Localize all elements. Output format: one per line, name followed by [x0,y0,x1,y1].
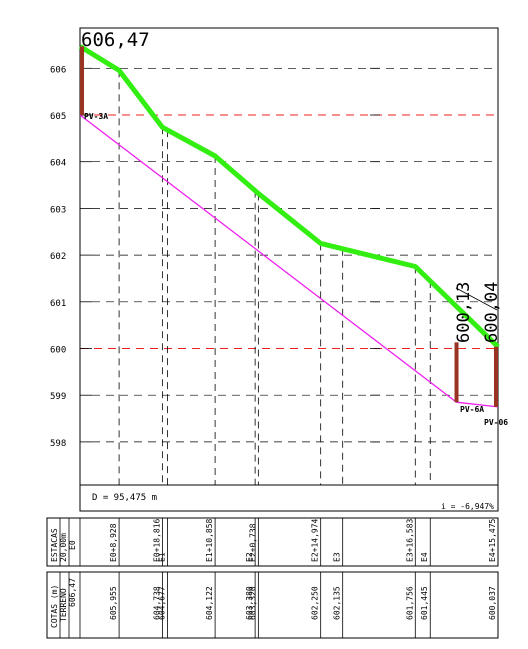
pv-end-right-label: PV-06 [484,418,508,427]
y-tick-label: 606 [50,65,66,75]
slope-label: i = -6,947% [441,502,494,511]
station-label: E1+10,858 [205,518,214,562]
start-elevation-label: 606,47 [81,29,150,51]
y-tick-label: 601 [50,299,66,309]
y-tick-label: 604 [50,159,66,169]
station-label: E1 [158,552,167,562]
end-elevation-left-label: 600,13 [454,282,474,343]
pipe-line [80,115,498,407]
y-tick-label: 603 [50,205,66,215]
elevation-label: 604,122 [205,586,214,620]
y-tick-label: 598 [50,439,66,449]
elevation-label: 603,320 [248,586,257,620]
elevation-label: 602,250 [311,586,320,620]
plot-frame [80,28,498,485]
end-elevation-right-label: 600,04 [482,282,502,343]
station-label: E4 [420,552,429,562]
y-tick-label: 599 [50,392,66,402]
pv-end-left-label: PV-6A [460,405,484,414]
header-estacas: ESTACAS [50,528,59,562]
station-label: E2+14,974 [311,518,320,562]
station-label: E4+15,475 [488,518,497,562]
header-cotas: COTAS (m) [50,585,59,628]
distance-label: D = 95,475 m [92,493,157,503]
station-label: E2+0,738 [248,523,257,562]
y-tick-label: 605 [50,112,66,122]
station-label: E0+8,928 [109,523,118,562]
station-label: E3 [333,552,342,562]
y-tick-label: 600 [50,346,66,356]
elevation-label: 600,037 [488,586,497,620]
elevation-label: 601,756 [405,586,414,620]
elevation-label: 601,445 [420,586,429,620]
elevation-label: 604,677 [158,586,167,620]
elevation-label: 602,135 [333,586,342,620]
elevation-label: 605,955 [109,586,118,620]
station-label: E3+16,583 [405,518,414,562]
pv-start-label: PV-3A [84,112,108,121]
y-tick-label: 602 [50,252,66,262]
